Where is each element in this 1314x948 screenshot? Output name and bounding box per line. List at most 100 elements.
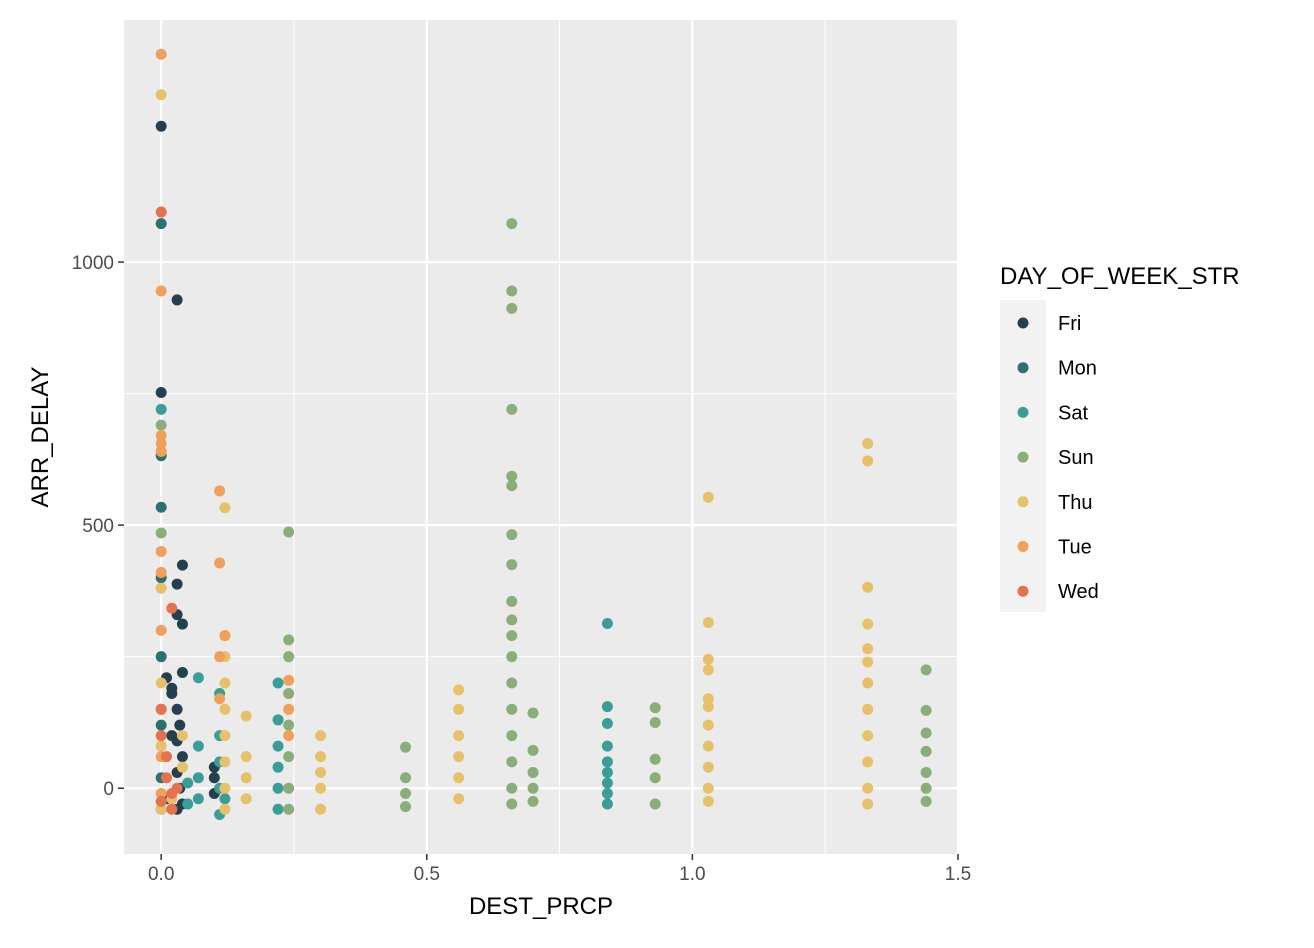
point-sat: [272, 782, 284, 794]
point-sat: [601, 718, 613, 730]
point-thu: [862, 455, 874, 467]
point-sun: [506, 677, 518, 689]
point-sat: [155, 403, 167, 415]
point-fri: [176, 618, 188, 630]
point-sun: [527, 795, 539, 807]
point-thu: [862, 677, 874, 689]
x-axis-ticks: 0.0 0.5 1.0 1.5: [148, 854, 971, 885]
point-sun: [506, 730, 518, 742]
point-thu: [155, 89, 167, 101]
legend: DAY_OF_WEEK_STR Fri Mon Sat Sun Thu Tue Wed: [1000, 263, 1240, 612]
point-sat: [272, 803, 284, 815]
y-tick-label: 1000: [72, 253, 114, 274]
point-thu: [702, 664, 714, 676]
point-sun: [283, 634, 295, 646]
point-thu: [453, 793, 465, 805]
point-thu: [219, 730, 231, 742]
point-sat: [192, 793, 204, 805]
point-thu: [862, 581, 874, 593]
point-thu: [862, 656, 874, 668]
point-sun: [506, 595, 518, 607]
point-thu: [862, 756, 874, 768]
point-thu: [862, 643, 874, 655]
point-fri: [176, 559, 188, 571]
point-sun: [283, 782, 295, 794]
point-thu: [219, 703, 231, 715]
point-sun: [506, 651, 518, 663]
point-sun: [527, 707, 539, 719]
point-thu: [315, 730, 327, 742]
point-wed: [155, 730, 167, 742]
point-thu: [240, 751, 252, 763]
point-thu: [176, 761, 188, 773]
point-sat: [272, 761, 284, 773]
point-sun: [527, 782, 539, 794]
point-sun: [920, 782, 932, 794]
point-tue: [155, 566, 167, 578]
point-fri: [155, 120, 167, 132]
legend-key-wed: [1017, 585, 1029, 597]
point-sun: [506, 614, 518, 626]
point-sun: [920, 664, 932, 676]
point-sat: [272, 714, 284, 726]
point-sun: [649, 798, 661, 810]
point-sun: [283, 651, 295, 663]
point-sun: [506, 302, 518, 314]
point-sun: [506, 630, 518, 642]
legend-key-sun: [1017, 451, 1029, 463]
point-fri: [174, 719, 186, 731]
point-thu: [315, 803, 327, 815]
point-tue: [155, 430, 167, 442]
y-axis-ticks: 0 500 1000: [72, 253, 124, 800]
point-fri: [176, 751, 188, 763]
point-thu: [155, 740, 167, 752]
point-sun: [920, 766, 932, 778]
point-thu: [155, 803, 167, 815]
point-sat: [272, 740, 284, 752]
point-fri: [208, 772, 220, 784]
legend-label-sun: Sun: [1058, 447, 1094, 469]
x-tick-label: 1.0: [679, 864, 705, 885]
point-thu: [315, 766, 327, 778]
point-sat: [182, 798, 194, 810]
point-sun: [283, 751, 295, 763]
point-sun: [506, 798, 518, 810]
point-sun: [506, 470, 518, 482]
point-fri: [171, 578, 183, 590]
legend-label-tue: Tue: [1058, 537, 1092, 559]
point-sun: [400, 787, 412, 799]
point-wed: [155, 206, 167, 218]
legend-key-thu: [1017, 496, 1029, 508]
point-thu: [862, 618, 874, 630]
point-thu: [155, 582, 167, 594]
point-wed: [160, 772, 172, 784]
point-sun: [649, 716, 661, 728]
point-thu: [702, 795, 714, 807]
point-wed: [160, 751, 172, 763]
point-tue: [155, 438, 167, 450]
point-thu: [702, 782, 714, 794]
x-tick-label: 1.5: [945, 864, 971, 885]
legend-key-fri: [1017, 317, 1029, 329]
point-sun: [400, 801, 412, 813]
point-thu: [702, 719, 714, 731]
point-sat: [601, 740, 613, 752]
point-sun: [155, 419, 167, 431]
point-sun: [506, 559, 518, 571]
point-sun: [506, 285, 518, 297]
point-thu: [702, 653, 714, 665]
x-tick-label: 0.0: [148, 864, 174, 885]
point-sat: [601, 798, 613, 810]
point-thu: [219, 677, 231, 689]
point-sun: [506, 782, 518, 794]
point-thu: [240, 710, 252, 722]
point-mon: [155, 719, 167, 731]
point-thu: [702, 616, 714, 628]
point-thu: [240, 793, 252, 805]
point-thu: [702, 761, 714, 773]
point-thu: [862, 782, 874, 794]
point-thu: [453, 772, 465, 784]
point-sat: [192, 740, 204, 752]
point-thu: [862, 703, 874, 715]
point-thu: [453, 684, 465, 696]
